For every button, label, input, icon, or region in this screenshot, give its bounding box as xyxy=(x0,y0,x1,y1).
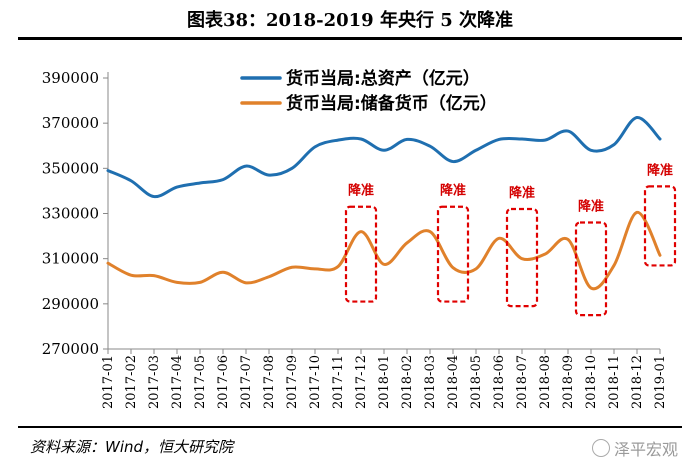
legend-label: 货币当局:储备货币（亿元） xyxy=(286,93,497,114)
legend-label: 货币当局:总资产（亿元） xyxy=(286,68,480,89)
rrr-cut-box xyxy=(344,205,378,303)
y-tick-label: 270000 xyxy=(42,340,99,358)
watermark-text: 泽平宏观 xyxy=(613,440,678,459)
x-tick-label: 2018-01 xyxy=(377,355,392,409)
x-tick-label: 2017-04 xyxy=(170,355,185,409)
legend: 货币当局:总资产（亿元） 货币当局:储备货币（亿元） xyxy=(240,68,497,114)
x-tick-label: 2017-09 xyxy=(285,355,300,409)
wechat-icon xyxy=(591,439,610,457)
x-tick-label: 2017-01 xyxy=(101,355,116,409)
x-tick-label: 2018-12 xyxy=(630,355,645,409)
rrr-cut-label: 降准 xyxy=(578,199,604,215)
x-tick-label: 2018-10 xyxy=(584,355,599,409)
series-line-1 xyxy=(106,116,662,199)
x-tick-label: 2019-01 xyxy=(653,355,668,409)
rrr-cut-box xyxy=(505,207,539,308)
x-tick-label: 2017-10 xyxy=(308,355,323,409)
y-tick-label: 370000 xyxy=(42,114,99,132)
title-rule xyxy=(18,37,682,40)
x-tick-label: 2018-06 xyxy=(492,355,507,409)
rrr-cut-box xyxy=(436,205,470,303)
x-tick-label: 2017-03 xyxy=(147,355,162,409)
axes: 270000 290000 310000 330000 350000 370000 3900… xyxy=(42,69,668,409)
rrr-cut-label: 降准 xyxy=(647,162,673,178)
x-tick-label: 2018-05 xyxy=(469,355,484,409)
rrr-cut-label: 降准 xyxy=(509,185,535,201)
source-note: 资料来源：Wind，恒大研究院 xyxy=(30,438,234,456)
y-tick-label: 310000 xyxy=(42,250,99,268)
x-tick-label: 2018-02 xyxy=(400,355,415,409)
x-tick-label: 2018-07 xyxy=(515,355,530,409)
chart-title: 图表38：2018-2019 年央行 5 次降准 xyxy=(186,10,514,31)
x-tick-label: 2017-02 xyxy=(124,355,139,409)
series-line-2 xyxy=(106,210,662,291)
rrr-cut-box xyxy=(643,185,677,267)
y-tick-label: 390000 xyxy=(42,69,99,87)
y-tick-label: 330000 xyxy=(42,205,99,223)
x-tick-label: 2017-08 xyxy=(262,355,277,409)
x-tick-label: 2017-05 xyxy=(193,355,208,409)
rrr-cut-label: 降准 xyxy=(348,183,374,199)
x-tick-label: 2018-08 xyxy=(538,355,553,409)
bottom-rule xyxy=(18,426,682,428)
series-layer xyxy=(106,116,662,291)
x-tick-label: 2018-04 xyxy=(446,355,461,409)
x-tick-label: 2018-03 xyxy=(423,355,438,409)
x-tick-label: 2018-11 xyxy=(607,355,622,409)
x-tick-label: 2017-12 xyxy=(354,355,369,409)
x-tick-label: 2017-07 xyxy=(239,355,254,409)
x-tick-label: 2018-09 xyxy=(561,355,576,409)
rrr-cut-box xyxy=(574,221,608,317)
y-tick-label: 350000 xyxy=(42,159,99,177)
y-tick-label: 290000 xyxy=(42,295,99,313)
x-tick-label: 2017-11 xyxy=(331,355,346,409)
x-tick-label: 2017-06 xyxy=(216,355,231,409)
watermark: 泽平宏观 xyxy=(591,436,678,460)
rrr-cut-label: 降准 xyxy=(440,183,466,199)
